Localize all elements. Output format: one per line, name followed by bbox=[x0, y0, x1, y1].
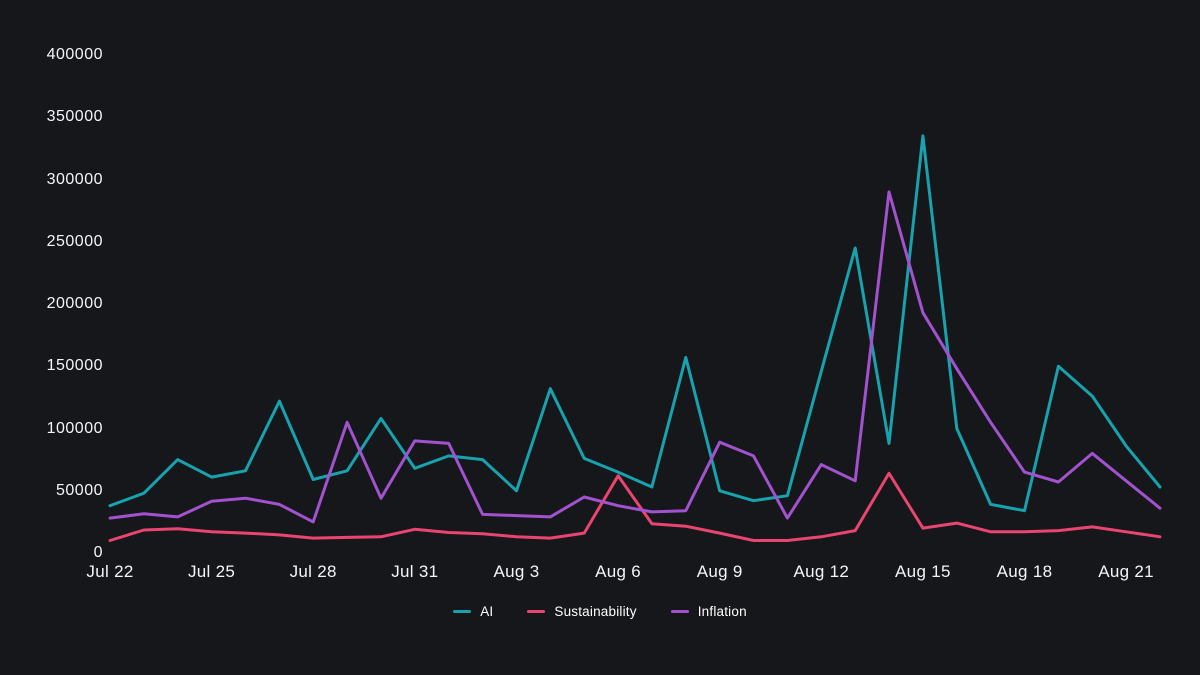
x-tick-label: Jul 25 bbox=[188, 562, 236, 581]
legend-marker-icon bbox=[670, 610, 689, 613]
series-line-sustainability bbox=[108, 471, 1162, 542]
series-line-inflation bbox=[108, 190, 1162, 524]
series-line-ai bbox=[108, 134, 1162, 513]
y-tick-label: 400000 bbox=[46, 46, 103, 63]
legend-item-sustainability[interactable]: Sustainability bbox=[527, 604, 637, 619]
legend-item-ai[interactable]: AI bbox=[453, 604, 493, 619]
x-tick-label: Aug 6 bbox=[595, 562, 642, 581]
legend-label: AI bbox=[480, 604, 494, 619]
legend-marker-icon bbox=[527, 610, 546, 613]
x-tick-label: Aug 21 bbox=[1098, 562, 1154, 581]
y-tick-label: 50000 bbox=[56, 481, 103, 499]
x-tick-label: Jul 22 bbox=[86, 562, 134, 581]
legend-item-inflation[interactable]: Inflation bbox=[670, 604, 747, 619]
y-tick-label: 150000 bbox=[46, 357, 103, 375]
y-tick-label: 350000 bbox=[46, 108, 103, 126]
y-tick-label: 300000 bbox=[46, 170, 103, 188]
x-tick-label: Aug 15 bbox=[895, 562, 951, 581]
legend-marker-icon bbox=[453, 610, 472, 613]
y-tick-label: 0 bbox=[93, 544, 103, 561]
y-tick-label: 200000 bbox=[46, 295, 103, 312]
y-tick-label: 250000 bbox=[46, 232, 103, 250]
legend: AI Sustainability Inflation bbox=[0, 604, 1200, 619]
legend-label: Sustainability bbox=[554, 604, 637, 619]
legend-label: Inflation bbox=[697, 604, 747, 619]
x-tick-label: Aug 3 bbox=[493, 562, 540, 581]
x-tick-label: Jul 28 bbox=[289, 562, 337, 581]
y-tick-label: 100000 bbox=[46, 419, 103, 437]
x-tick-label: Aug 9 bbox=[696, 562, 743, 581]
x-tick-label: Aug 18 bbox=[996, 562, 1053, 581]
x-tick-label: Aug 12 bbox=[793, 562, 850, 581]
x-tick-label: Jul 31 bbox=[391, 562, 439, 581]
